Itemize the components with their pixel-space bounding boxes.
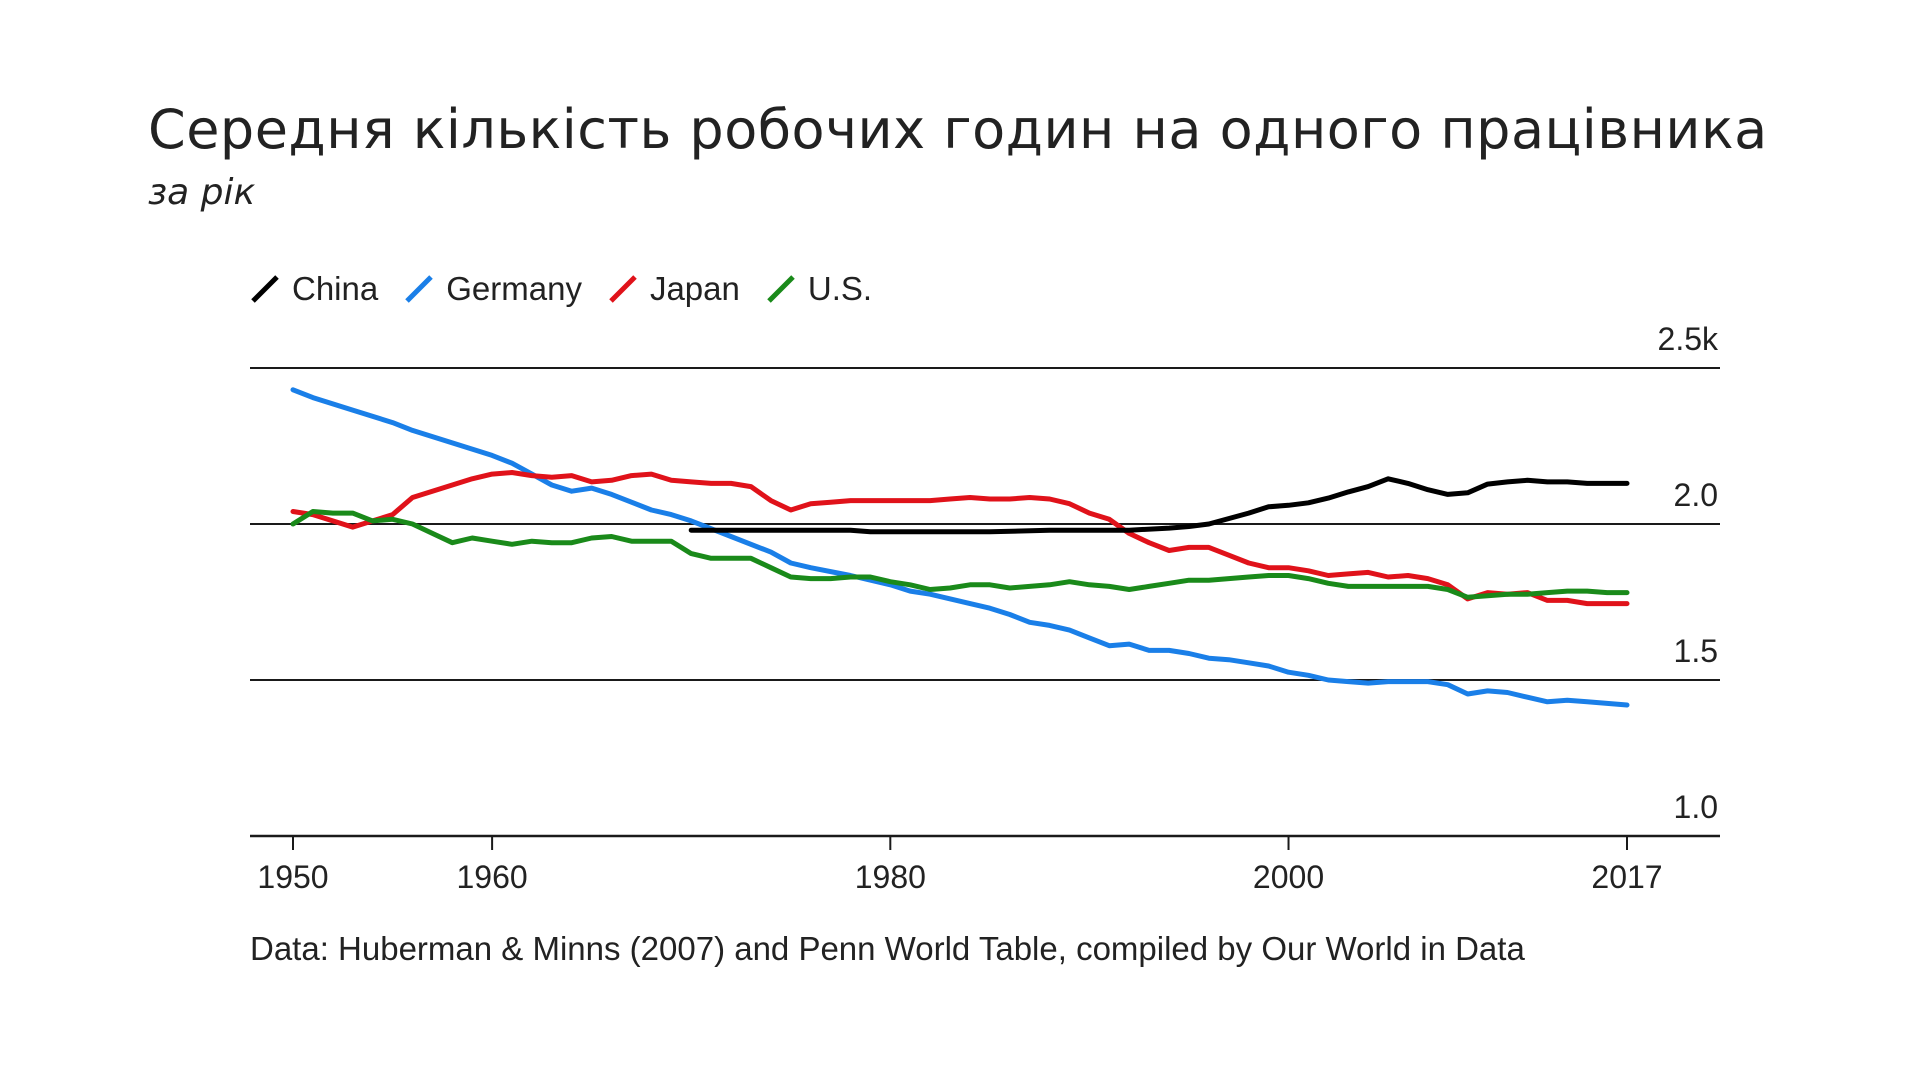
- legend-label-japan: Japan: [649, 270, 740, 307]
- legend-label-germany: Germany: [446, 270, 582, 307]
- legend-swatch-china: [250, 274, 280, 304]
- series-line-china: [688, 476, 1630, 535]
- source-note: Data: Huberman & Minns (2007) and Penn W…: [250, 930, 1525, 967]
- chart-legend: China Germany Japan U.S.: [250, 270, 898, 308]
- series-line-japan: [290, 470, 1630, 607]
- slide-subtitle: за рік: [148, 172, 256, 213]
- series-line-us: [290, 509, 1630, 600]
- legend-label-china: China: [292, 270, 379, 307]
- legend-swatch-us: [766, 274, 796, 304]
- x-tick-label: 2000: [1253, 859, 1324, 895]
- slide-title: Середня кількість робочих годин на одног…: [148, 98, 1768, 161]
- y-tick-label: 2.0: [1674, 477, 1718, 513]
- legend-label-us: U.S.: [807, 270, 873, 307]
- legend-item-china: China: [250, 270, 378, 308]
- series-line-germany: [290, 387, 1630, 708]
- y-tick-label: 1.0: [1674, 789, 1718, 825]
- x-tick-label: 1960: [457, 859, 528, 895]
- legend-item-japan: Japan: [608, 270, 740, 308]
- x-tick-label: 1980: [855, 859, 926, 895]
- legend-item-germany: Germany: [404, 270, 582, 308]
- legend-swatch-japan: [608, 274, 638, 304]
- legend-item-us: U.S.: [766, 270, 872, 308]
- y-tick-label: 2.5k: [1658, 321, 1719, 357]
- y-tick-label: 1.5: [1674, 633, 1718, 669]
- x-tick-label: 1950: [257, 859, 328, 895]
- legend-swatch-germany: [404, 274, 434, 304]
- x-tick-label: 2017: [1591, 859, 1662, 895]
